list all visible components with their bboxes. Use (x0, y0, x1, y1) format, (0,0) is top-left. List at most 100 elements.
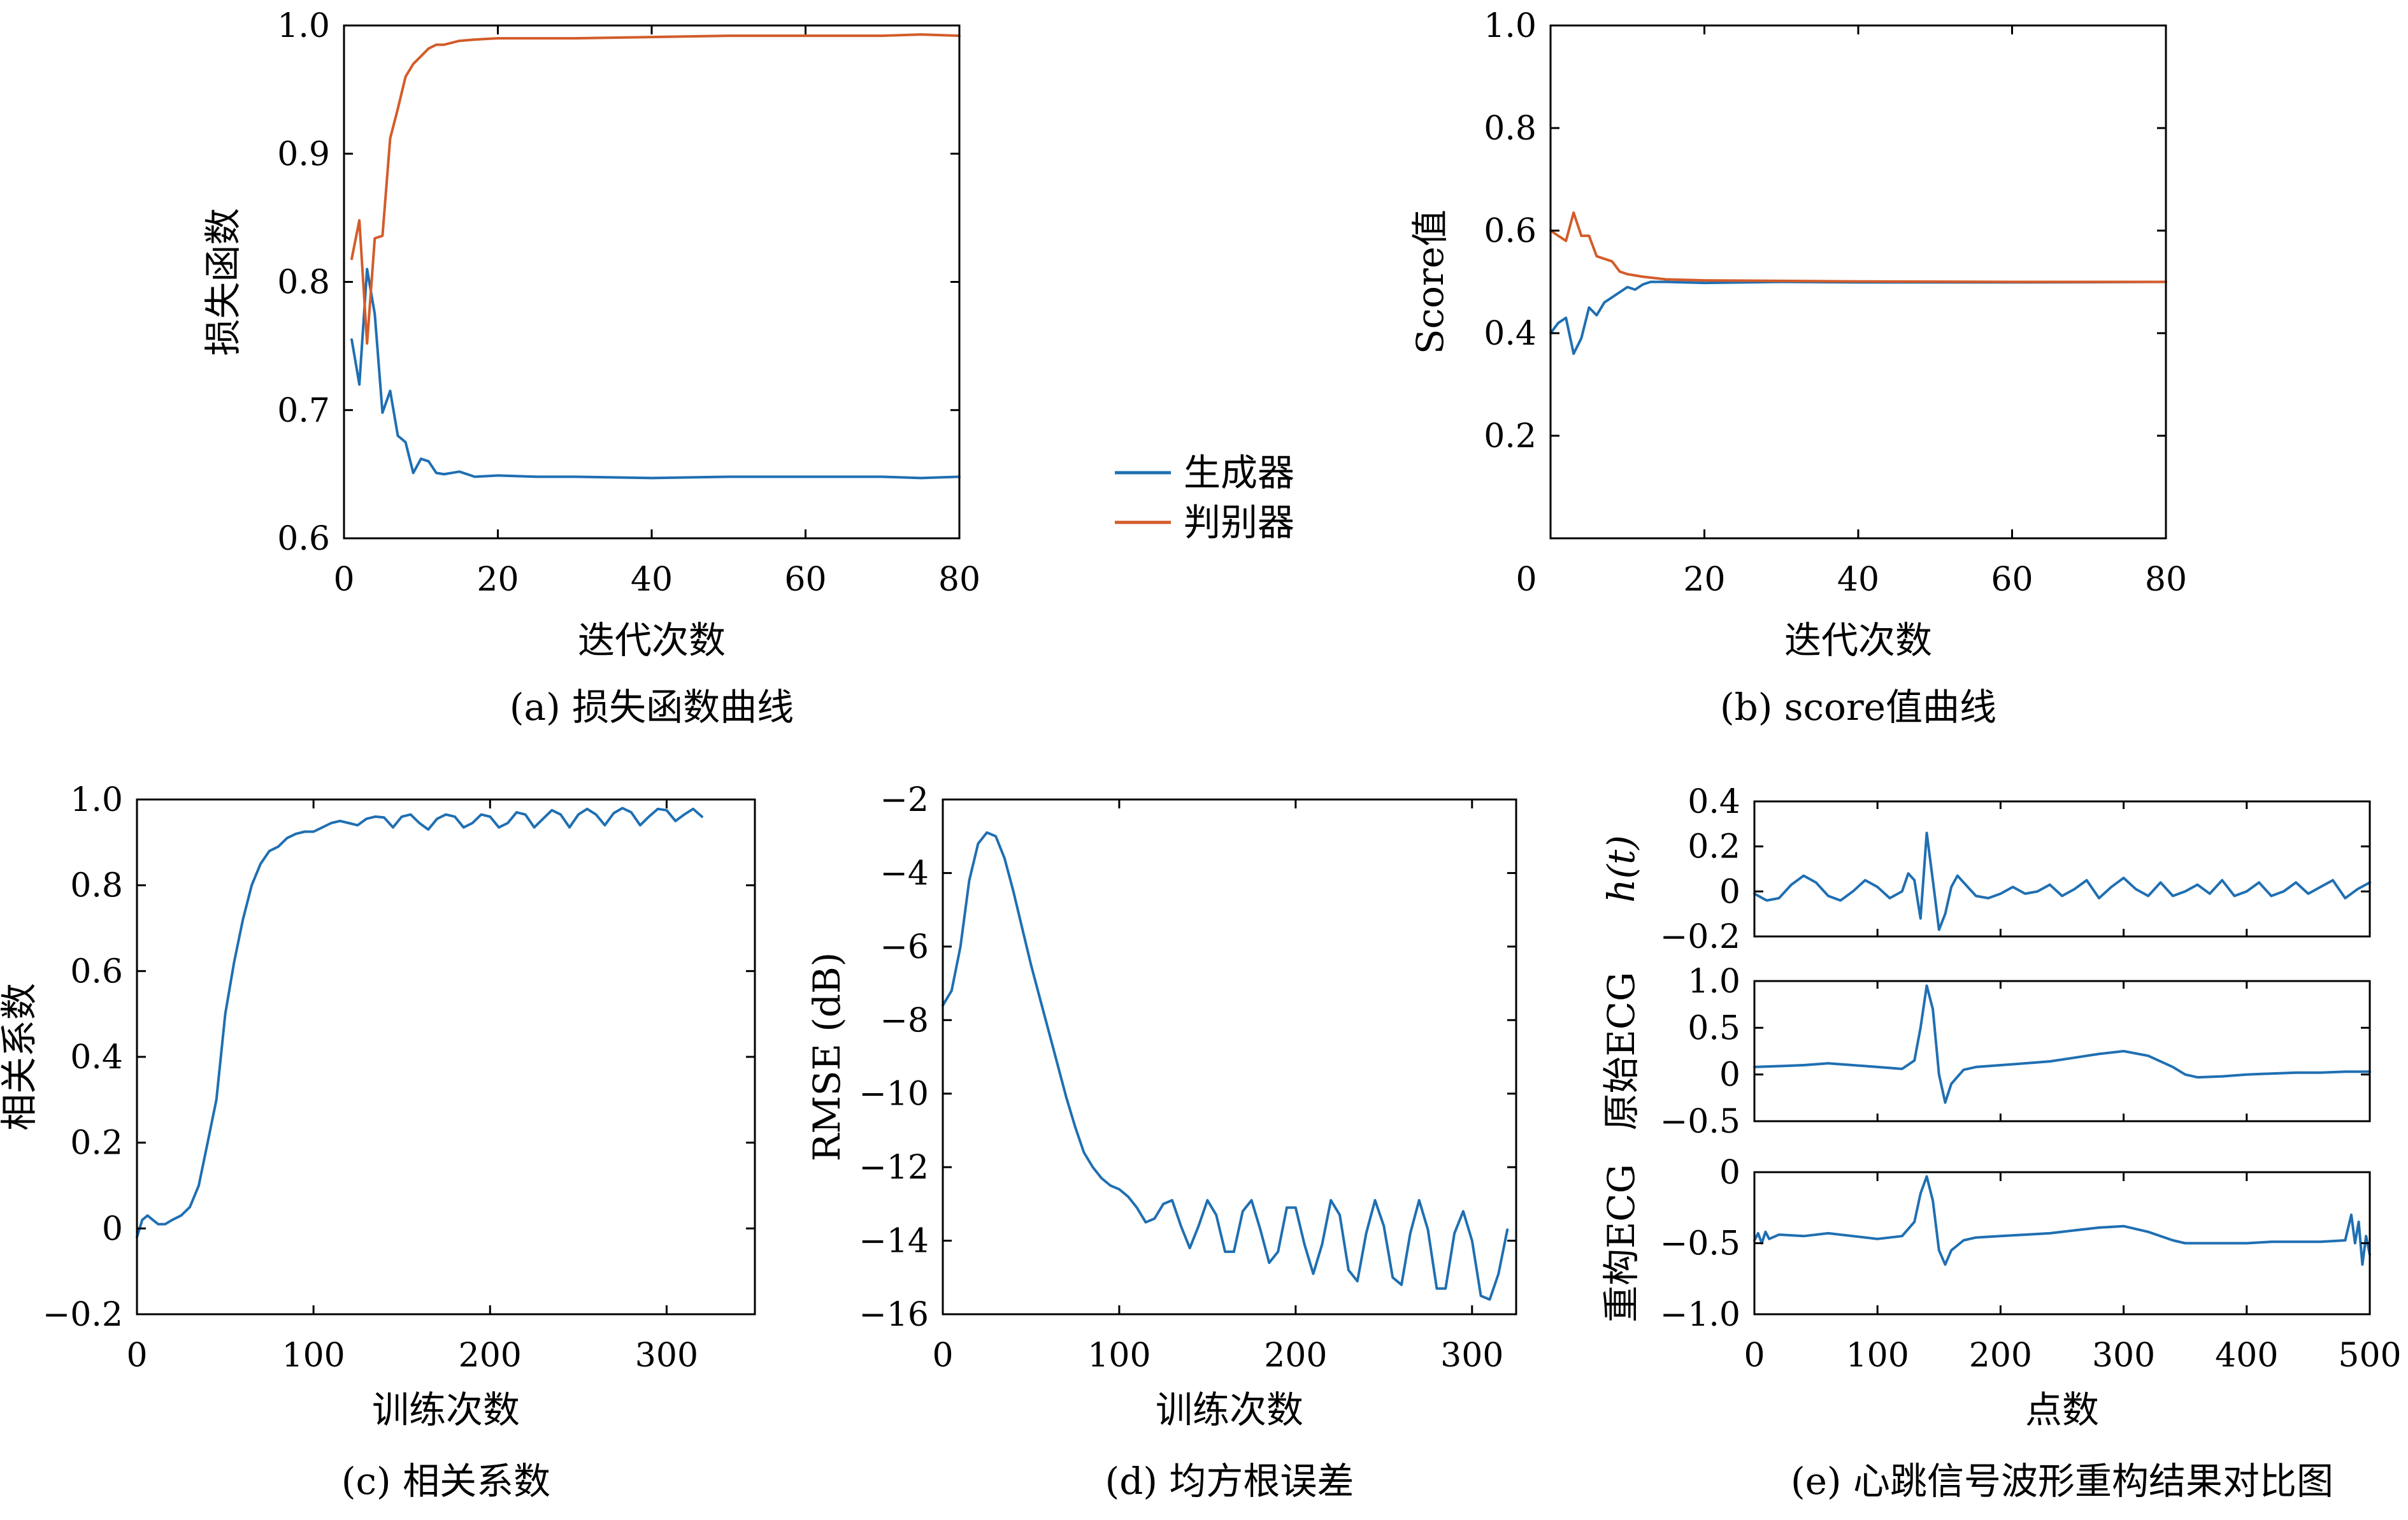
series-line-c-0 (136, 807, 703, 1238)
series-line-a-0 (350, 268, 961, 480)
x-tick-label: 200 (1264, 1337, 1327, 1375)
x-tick-label: 40 (631, 561, 673, 599)
y-tick-label: 1.0 (277, 7, 330, 45)
chart-caption: (a) 损失函数曲线 (510, 685, 794, 729)
x-tick-label: 20 (477, 561, 519, 599)
y-tick-label: 0.8 (70, 867, 123, 905)
y-tick-label: 0.2 (1484, 417, 1537, 455)
x-tick-label: 0 (333, 561, 354, 599)
y-tick-label: 1.0 (1688, 963, 1740, 1001)
y-tick-label: −0.2 (43, 1296, 123, 1334)
x-axis-label: 迭代次数 (1784, 619, 1932, 662)
y-tick-label: −0.5 (1660, 1225, 1740, 1263)
y-tick-label: 0.4 (70, 1038, 123, 1077)
chart-b: 0.2 0.4 0.6 0.8 1.0 20 40 60 80 0 迭代次数 Score值 (b) sc… (1408, 7, 2187, 729)
y-axis-label: 原始ECG (1600, 972, 1643, 1130)
y-tick-label: −10 (859, 1075, 929, 1114)
x-tick-label: 80 (2145, 561, 2187, 599)
x-tick-label: 0 (1516, 561, 1537, 599)
y-axis-label: RMSE (dB) (805, 952, 849, 1162)
x-axis-label: 点数 (2025, 1388, 2099, 1431)
x-axis-label: 训练次数 (1156, 1388, 1303, 1431)
y-tick-label: −14 (859, 1222, 929, 1261)
x-tick-label: 20 (1683, 561, 1725, 599)
y-tick-label: 0.2 (1688, 828, 1740, 866)
legend-label: 生成器 (1184, 451, 1294, 494)
chart-a: 0.6 0.7 0.8 0.9 1.0 0 20 40 60 80 迭代次数 损失函数 (a) 损失函数… (201, 7, 980, 729)
plot-frame-c (136, 798, 756, 1316)
x-tick-label: 500 (2338, 1337, 2401, 1375)
y-tick-label: 0 (102, 1210, 123, 1248)
y-tick-label: −2 (880, 781, 929, 819)
y-axis-label: 损失函数 (201, 208, 245, 355)
y-tick-label: −16 (859, 1296, 929, 1334)
plot-frame-a (343, 24, 961, 540)
series-line-b-1 (1549, 211, 2167, 283)
y-tick-label: 0.9 (277, 135, 330, 173)
x-tick-label: 40 (1837, 561, 1879, 599)
x-tick-label: 300 (635, 1337, 698, 1375)
y-tick-label: −0.2 (1660, 918, 1740, 956)
x-tick-label: 200 (1969, 1337, 2032, 1375)
y-tick-label: 0.6 (70, 952, 123, 991)
chart-caption: (e) 心跳信号波形重构结果对比图 (1791, 1459, 2333, 1503)
y-tick-label: −12 (859, 1149, 929, 1187)
x-tick-label: 60 (784, 561, 826, 599)
chart-caption: (d) 均方根误差 (1105, 1459, 1354, 1503)
x-tick-label: 300 (1440, 1337, 1503, 1375)
legend-label: 判别器 (1184, 501, 1294, 544)
y-tick-label: −0.5 (1660, 1103, 1740, 1141)
chart-caption: (b) score值曲线 (1720, 685, 1996, 729)
y-tick-label: 0.6 (277, 520, 330, 558)
y-axis-label: Score值 (1408, 210, 1452, 354)
chart-caption: (c) 相关系数 (341, 1459, 550, 1503)
y-axis-label: 相关系数 (0, 983, 41, 1131)
y-tick-label: −8 (880, 1001, 929, 1040)
x-tick-label: 60 (1991, 561, 2033, 599)
x-tick-label: 100 (1846, 1337, 1909, 1375)
y-tick-label: 0.5 (1688, 1009, 1740, 1047)
y-axis-label: h(t) (1600, 835, 1643, 903)
y-tick-label: 0.2 (70, 1124, 123, 1163)
chart-e1: −0.2 0 0.2 0.4 h(t) (1600, 783, 2371, 956)
x-axis-label: 迭代次数 (578, 619, 726, 662)
y-tick-label: 0.6 (1484, 212, 1537, 250)
chart-e3: −1.0 −0.5 0 0 100 200 300 400 500 点数 重构ECG (e) 心跳信号… (1600, 1154, 2402, 1503)
chart-e2: −0.5 0 0.5 1.0 原始ECG (1600, 963, 2371, 1141)
x-tick-label: 100 (282, 1337, 345, 1375)
plot-frame-e1 (1753, 800, 2371, 938)
x-tick-label: 0 (126, 1337, 147, 1375)
chart-d: −16 −14 −12 −10 −8 −6 −4 −2 0 100 200 300 训练次数 RMSE (… (805, 781, 1517, 1503)
plot-frame-e3 (1753, 1171, 2371, 1316)
x-tick-label: 0 (932, 1337, 953, 1375)
y-tick-label: 0.4 (1484, 315, 1537, 353)
x-tick-label: 80 (938, 561, 980, 599)
y-tick-label: 0.7 (277, 392, 330, 430)
series-line-b-0 (1549, 280, 2167, 355)
y-tick-label: 0.8 (277, 264, 330, 302)
y-tick-label: −6 (880, 928, 929, 966)
y-tick-label: −4 (880, 854, 929, 893)
series-line-e2-0 (1753, 984, 2371, 1104)
series-line-d-0 (942, 831, 1509, 1301)
x-axis-label: 训练次数 (372, 1388, 520, 1431)
series-line-e3-0 (1753, 1175, 2371, 1266)
y-tick-label: 0.4 (1688, 783, 1740, 821)
x-tick-label: 300 (2092, 1337, 2155, 1375)
series-line-e1-0 (1753, 831, 2371, 931)
y-tick-label: 0 (1719, 1056, 1740, 1094)
x-tick-label: 0 (1744, 1337, 1765, 1375)
plot-frame-e2 (1753, 980, 2371, 1122)
x-tick-label: 100 (1087, 1337, 1150, 1375)
y-tick-label: 1.0 (70, 781, 123, 819)
y-tick-label: −1.0 (1660, 1296, 1740, 1334)
y-tick-label: 0 (1719, 1154, 1740, 1192)
y-axis-label: 重构ECG (1600, 1164, 1643, 1323)
series-line-a-1 (350, 33, 961, 345)
x-tick-label: 200 (459, 1337, 522, 1375)
plot-frame-d (942, 798, 1517, 1316)
y-tick-label: 0 (1719, 873, 1740, 911)
x-tick-label: 400 (2215, 1337, 2278, 1375)
